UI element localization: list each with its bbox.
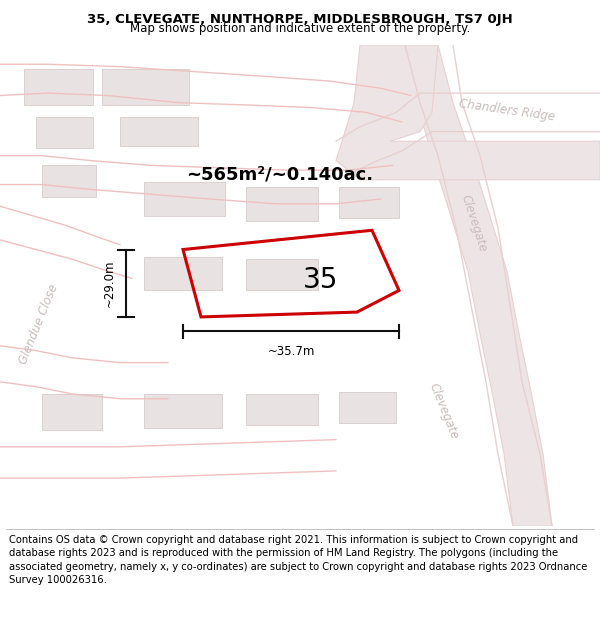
Text: ~565m²/~0.140ac.: ~565m²/~0.140ac. (186, 166, 373, 184)
Text: Clevegate: Clevegate (458, 192, 490, 253)
Bar (144, 257, 222, 291)
Bar (144, 394, 222, 428)
Bar (246, 187, 318, 221)
Bar (246, 259, 318, 291)
Text: ~35.7m: ~35.7m (268, 345, 314, 358)
Bar (42, 165, 96, 197)
Bar (246, 394, 318, 425)
Bar (144, 182, 225, 216)
Bar (102, 69, 189, 105)
Text: Contains OS data © Crown copyright and database right 2021. This information is : Contains OS data © Crown copyright and d… (9, 535, 587, 585)
Text: 35, CLEVEGATE, NUNTHORPE, MIDDLESBROUGH, TS7 0JH: 35, CLEVEGATE, NUNTHORPE, MIDDLESBROUGH,… (87, 12, 513, 26)
Polygon shape (336, 45, 600, 180)
Bar (24, 69, 93, 105)
Polygon shape (405, 45, 552, 526)
Text: Map shows position and indicative extent of the property.: Map shows position and indicative extent… (130, 22, 470, 35)
Text: ~29.0m: ~29.0m (103, 259, 116, 307)
Bar (339, 391, 396, 422)
Bar (120, 118, 198, 146)
Bar (339, 187, 399, 218)
Text: Clevegate: Clevegate (427, 381, 461, 441)
Bar (36, 118, 93, 149)
Text: Chandlers Ridge: Chandlers Ridge (458, 97, 556, 123)
Bar (42, 394, 102, 430)
Text: Glendue Close: Glendue Close (17, 282, 61, 366)
Text: 35: 35 (303, 266, 338, 294)
